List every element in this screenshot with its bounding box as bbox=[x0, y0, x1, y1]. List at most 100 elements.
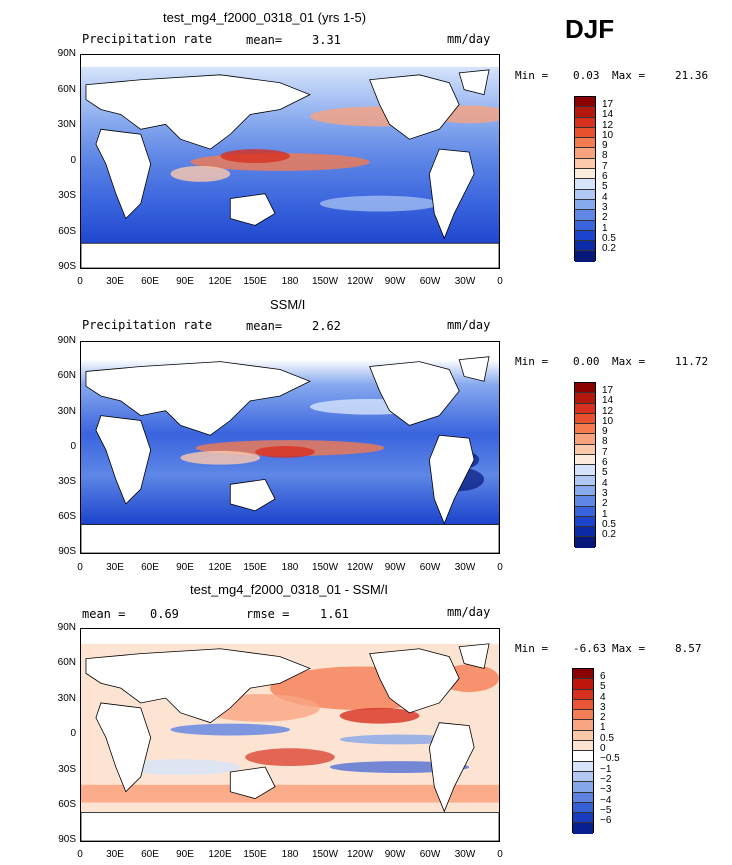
panel2-colorbar-label: 0.2 bbox=[602, 529, 616, 541]
panel1-colorbar-label: 6 bbox=[602, 171, 608, 183]
panel3-lon-tick: 90W bbox=[384, 849, 406, 860]
panel3-lon-tick: 60E bbox=[141, 849, 159, 860]
panel3-left-label: mean = bbox=[82, 607, 126, 621]
panel2-lat-tick: 90N bbox=[57, 335, 76, 346]
panel2-lon-tick: 180 bbox=[281, 562, 299, 573]
panel1-lat-tick: 0 bbox=[70, 155, 76, 166]
panel1-colorbar-label: 17 bbox=[602, 99, 614, 110]
panel2-lon-tick: 30W bbox=[454, 562, 476, 573]
panel1-lat-tick: 60S bbox=[58, 226, 76, 237]
panel1-left-label: Precipitation rate bbox=[82, 32, 213, 46]
panel1-title: test_mg4_f2000_0318_01 (yrs 1-5) bbox=[163, 10, 367, 25]
panel3-lon-tick: 180 bbox=[281, 849, 299, 860]
panel1-lon-tick: 60E bbox=[141, 276, 159, 287]
panel3-lon-tick: 150W bbox=[311, 849, 339, 860]
panel2-max-label: Max = bbox=[612, 355, 646, 368]
panel3-lat-tick: 60N bbox=[57, 657, 76, 668]
panel2-min-label: Min = bbox=[515, 355, 549, 368]
panel1-colorbar-labels: 17 14 12 10 9 8 7 6 5 4 3 2 1 0.5 0.2 bbox=[602, 99, 616, 255]
panel1-colorbar-label: 8 bbox=[602, 150, 608, 162]
panel1-max-label: Max = bbox=[612, 69, 646, 82]
panel2-lon-tick: 90W bbox=[384, 562, 406, 573]
panel3-lon-tick: 0 bbox=[77, 849, 83, 860]
panel2-left-label: Precipitation rate bbox=[82, 318, 213, 332]
panel1-lon-tick: 150W bbox=[311, 276, 339, 287]
panel1-lon-tick: 0 bbox=[77, 276, 83, 287]
panel1-map-graphic bbox=[80, 66, 509, 269]
panel2-colorbar-label: 10 bbox=[602, 415, 614, 427]
panel1-colorbar-label: 12 bbox=[602, 119, 614, 131]
panel3-lon-tick: 120W bbox=[346, 849, 374, 860]
panel1-units: mm/day bbox=[447, 32, 491, 46]
panel1-colorbar-label: 3 bbox=[602, 201, 608, 213]
panel2-lat-tick: 30N bbox=[57, 406, 76, 417]
panel1-lat-tick: 60N bbox=[57, 84, 76, 95]
panel1-lon-tick: 30W bbox=[454, 276, 476, 287]
panel3-colorbar-label: 0.5 bbox=[600, 732, 614, 744]
panel2-lon-tick: 120W bbox=[346, 562, 374, 573]
panel3-colorbar-label: −4 bbox=[600, 794, 612, 806]
panel3-lat-tick: 90S bbox=[58, 834, 76, 845]
panel1-colorbar-label: 10 bbox=[602, 129, 614, 141]
panel1-lat-tick: 30N bbox=[57, 119, 76, 130]
panel1-lon-tick: 90W bbox=[384, 276, 406, 287]
panel3-title: test_mg4_f2000_0318_01 - SSM/I bbox=[190, 582, 389, 597]
panel3-colorbar-label: −2 bbox=[600, 773, 612, 785]
panel2-colorbar-label: 3 bbox=[602, 487, 608, 499]
panel1-map bbox=[80, 54, 509, 269]
panel2-colorbar-label: 14 bbox=[602, 395, 614, 407]
panel1-lon-tick: 120E bbox=[208, 276, 232, 287]
panel2-lat-tick: 0 bbox=[70, 441, 76, 452]
panel1-lon-tick: 90E bbox=[176, 276, 194, 287]
panel3-min-label: Min = bbox=[515, 642, 549, 655]
panel1-lon-tick: 120W bbox=[346, 276, 374, 287]
panel2-colorbar-label: 7 bbox=[602, 446, 608, 458]
panel2-lat-tick: 90S bbox=[58, 546, 76, 557]
panel3-min-value: -6.63 bbox=[573, 642, 607, 655]
panel2-lat-tick: 60S bbox=[58, 511, 76, 522]
panel2-colorbar-label: 0.5 bbox=[602, 518, 616, 530]
panel3-lon-tick: 30E bbox=[106, 849, 124, 860]
panel2-colorbar-label: 5 bbox=[602, 467, 608, 479]
panel1-stat-value: 3.31 bbox=[312, 33, 341, 47]
panel2-colorbar bbox=[574, 382, 596, 548]
panel2-lon-tick: 30E bbox=[106, 562, 124, 573]
panel2-title: SSM/I bbox=[270, 297, 306, 312]
panel2-max-value: 11.72 bbox=[675, 355, 709, 368]
panel2-stat-value: 2.62 bbox=[312, 319, 341, 333]
panel1-colorbar-label: 9 bbox=[602, 140, 608, 152]
panel3-lat-tick: 90N bbox=[57, 622, 76, 633]
panel2-colorbar-label: 1 bbox=[602, 508, 608, 520]
panel3-colorbar-label: 3 bbox=[600, 701, 606, 713]
panel1-colorbar-label: 2 bbox=[602, 212, 608, 224]
panel3-max-value: 8.57 bbox=[675, 642, 702, 655]
panel3-lon-tick: 0 bbox=[497, 849, 503, 860]
panel3-lon-tick: 30W bbox=[454, 849, 476, 860]
panel3-map-graphic bbox=[80, 643, 500, 842]
panel1-colorbar-label: 0.5 bbox=[602, 232, 616, 244]
panel3-left-value: 0.69 bbox=[150, 607, 179, 621]
panel2-lon-tick: 150E bbox=[243, 562, 267, 573]
panel2-lon-tick: 90E bbox=[176, 562, 194, 573]
panel1-lon-tick: 0 bbox=[497, 276, 503, 287]
panel1-colorbar-label: 7 bbox=[602, 160, 608, 172]
panel3-colorbar-label: 1 bbox=[600, 722, 606, 734]
panel2-lon-tick: 60E bbox=[141, 562, 159, 573]
panel1-min-label: Min = bbox=[515, 69, 549, 82]
panel1-lat-tick: 90S bbox=[58, 261, 76, 272]
panel2-lon-tick: 60W bbox=[419, 562, 441, 573]
panel1-min-value: 0.03 bbox=[573, 69, 600, 82]
season-label: DJF bbox=[565, 14, 615, 44]
panel2-lon-tick: 120E bbox=[208, 562, 232, 573]
panel3-lat-tick: 60S bbox=[58, 799, 76, 810]
panel2-stat-label: mean= bbox=[246, 319, 283, 333]
panel3-map bbox=[80, 628, 500, 842]
panel1-lat-tick: 90N bbox=[57, 48, 76, 59]
panel3-colorbar-label: −5 bbox=[600, 804, 612, 816]
panel3-colorbar-label: 5 bbox=[600, 681, 606, 693]
panel1-colorbar-label: 0.2 bbox=[602, 243, 616, 255]
panel3-colorbar-label: 2 bbox=[600, 712, 606, 724]
panel1-lon-tick: 150E bbox=[243, 276, 267, 287]
panel3-colorbar-label: 6 bbox=[600, 671, 606, 682]
panel1-lat-tick: 30S bbox=[58, 190, 76, 201]
